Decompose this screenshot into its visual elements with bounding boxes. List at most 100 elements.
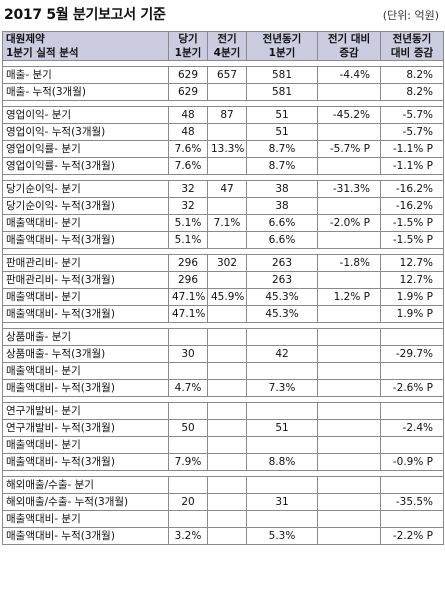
table-row: 매출액대비- 분기 47.1% 45.9% 45.3% 1.2% P 1.9% P	[2, 288, 444, 306]
yoy-change	[380, 402, 444, 420]
header-line: 1분기	[174, 47, 202, 59]
row-label: 연구개발비- 누적(3개월)	[2, 419, 169, 437]
yoy-change: -2.6% P	[380, 379, 444, 397]
previous-value: 13.3%	[207, 140, 247, 158]
row-label: 매출액대비- 누적(3개월)	[2, 231, 169, 249]
prior-year-value	[246, 510, 318, 528]
prior-year-value: 8.8%	[246, 453, 318, 471]
table-row: 매출- 누적(3개월) 629 581 8.2%	[2, 83, 444, 101]
previous-value	[207, 510, 247, 528]
yoy-change	[380, 362, 444, 380]
yoy-change: 12.7%	[380, 271, 444, 289]
prior-year-value: 6.6%	[246, 231, 318, 249]
row-label: 매출액대비- 누적(3개월)	[2, 379, 169, 397]
header-col-yoy-change: 전년동기 대비 증감	[380, 31, 444, 61]
qoq-change: -2.0% P	[317, 214, 381, 232]
row-label: 영업이익- 분기	[2, 106, 169, 124]
table-row: 해외매출/수출- 분기	[2, 476, 444, 494]
previous-value	[207, 453, 247, 471]
prior-year-value: 6.6%	[246, 214, 318, 232]
table-row: 상품매출- 분기	[2, 328, 444, 346]
previous-value	[207, 305, 247, 323]
previous-value	[207, 493, 247, 511]
qoq-change	[317, 379, 381, 397]
yoy-change: 1.9% P	[380, 305, 444, 323]
table-row: 영업이익- 분기 48 87 51 -45.2% -5.7%	[2, 106, 444, 124]
current-value: 32	[168, 180, 208, 198]
company-name: 대원제약	[6, 33, 45, 45]
qoq-change	[317, 345, 381, 363]
row-label: 영업이익- 누적(3개월)	[2, 123, 169, 141]
header-line: 전년동기	[262, 33, 302, 45]
yoy-change: 8.2%	[380, 83, 444, 101]
qoq-change	[317, 157, 381, 175]
title-bar: 2017 5월 분기보고서 기준 (단위: 억원)	[0, 0, 445, 30]
current-value: 47.1%	[168, 305, 208, 323]
table-row: 매출액대비- 누적(3개월) 4.7% 7.3% -2.6% P	[2, 379, 444, 397]
previous-value	[207, 379, 247, 397]
row-label: 매출액대비- 누적(3개월)	[2, 305, 169, 323]
current-value	[168, 362, 208, 380]
table-row: 상품매출- 누적(3개월) 30 42 -29.7%	[2, 345, 444, 363]
previous-value	[207, 476, 247, 494]
header-line: 4분기	[213, 47, 241, 59]
yoy-change: -5.7%	[380, 123, 444, 141]
previous-value: 7.1%	[207, 214, 247, 232]
row-label: 매출액대비- 분기	[2, 362, 169, 380]
prior-year-value: 7.3%	[246, 379, 318, 397]
header-line: 전년동기	[392, 33, 432, 45]
qoq-change	[317, 271, 381, 289]
row-label: 상품매출- 분기	[2, 328, 169, 346]
prior-year-value: 8.7%	[246, 157, 318, 175]
current-value: 20	[168, 493, 208, 511]
qoq-change	[317, 231, 381, 249]
qoq-change	[317, 362, 381, 380]
previous-value	[207, 328, 247, 346]
current-value: 50	[168, 419, 208, 437]
unit-label: (단위: 억원)	[382, 9, 439, 22]
prior-year-value: 38	[246, 197, 318, 215]
current-value	[168, 476, 208, 494]
qoq-change: -1.8%	[317, 254, 381, 272]
qoq-change	[317, 436, 381, 454]
yoy-change: 1.9% P	[380, 288, 444, 306]
row-label: 해외매출/수출- 누적(3개월)	[2, 493, 169, 511]
qoq-change	[317, 476, 381, 494]
previous-value	[207, 402, 247, 420]
current-value	[168, 328, 208, 346]
yoy-change: -5.7%	[380, 106, 444, 124]
prior-year-value: 8.7%	[246, 140, 318, 158]
row-label: 상품매출- 누적(3개월)	[2, 345, 169, 363]
row-label: 매출- 누적(3개월)	[2, 83, 169, 101]
header-col-prior-year: 전년동기 1분기	[246, 31, 318, 61]
header-col-current: 당기 1분기	[168, 31, 208, 61]
qoq-change	[317, 305, 381, 323]
table-row: 매출액대비- 누적(3개월) 47.1% 45.3% 1.9% P	[2, 305, 444, 323]
prior-year-value	[246, 402, 318, 420]
previous-value: 657	[207, 66, 247, 84]
header-company-cell: 대원제약 1분기 실적 분석	[2, 31, 169, 61]
row-label: 당기순이익- 누적(3개월)	[2, 197, 169, 215]
current-value: 32	[168, 197, 208, 215]
qoq-change	[317, 510, 381, 528]
header-line: 증감	[339, 47, 359, 59]
previous-value: 45.9%	[207, 288, 247, 306]
yoy-change	[380, 510, 444, 528]
yoy-change	[380, 476, 444, 494]
row-label: 매출액대비- 분기	[2, 510, 169, 528]
prior-year-value: 581	[246, 66, 318, 84]
previous-value	[207, 362, 247, 380]
prior-year-value: 45.3%	[246, 305, 318, 323]
table-row: 매출- 분기 629 657 581 -4.4% 8.2%	[2, 66, 444, 84]
table-row: 매출액대비- 분기	[2, 510, 444, 528]
current-value	[168, 402, 208, 420]
table-row: 매출액대비- 분기 5.1% 7.1% 6.6% -2.0% P -1.5% P	[2, 214, 444, 232]
header-line: 1분기	[268, 47, 296, 59]
row-label: 매출액대비- 분기	[2, 288, 169, 306]
prior-year-value: 51	[246, 419, 318, 437]
header-line: 전기 대비	[327, 33, 371, 45]
table-row: 영업이익률- 누적(3개월) 7.6% 8.7% -1.1% P	[2, 157, 444, 175]
qoq-change	[317, 527, 381, 545]
previous-value	[207, 419, 247, 437]
table-row: 매출액대비- 분기	[2, 436, 444, 454]
